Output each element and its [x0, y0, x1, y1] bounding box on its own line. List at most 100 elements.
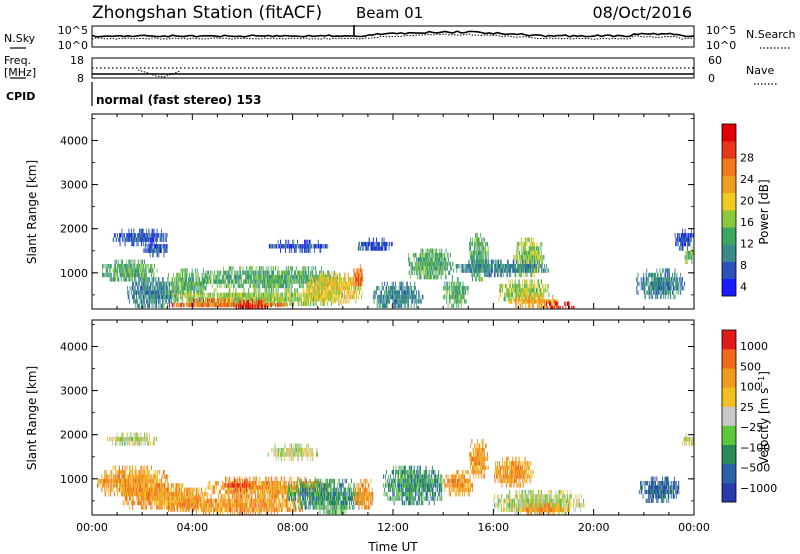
range-cell — [312, 297, 314, 302]
range-cell — [524, 283, 526, 289]
range-cell — [238, 304, 240, 309]
range-cell — [321, 292, 323, 298]
range-cell — [149, 299, 151, 304]
range-cell — [373, 294, 375, 300]
range-cell — [236, 304, 238, 309]
range-cell — [510, 279, 512, 284]
range-cell — [320, 248, 322, 253]
range-cell — [144, 290, 146, 295]
range-cell — [312, 281, 314, 286]
range-cell — [411, 270, 413, 275]
range-cell — [315, 290, 317, 295]
range-cell — [310, 281, 312, 286]
range-cell — [169, 290, 171, 295]
range-cell — [391, 286, 393, 291]
range-cell — [290, 279, 292, 284]
range-cell — [278, 244, 280, 249]
range-cell — [435, 257, 437, 262]
range-cell — [286, 297, 288, 302]
range-cell — [150, 244, 152, 249]
range-cell — [304, 248, 305, 253]
range-cell — [213, 298, 215, 303]
range-cell — [162, 281, 164, 286]
range-cell — [554, 301, 556, 306]
range-cell — [485, 259, 487, 264]
range-cell — [304, 244, 305, 249]
range-cell — [364, 241, 366, 247]
range-cell — [142, 272, 144, 278]
range-cell — [336, 297, 338, 302]
range-cell — [106, 478, 108, 484]
range-cell — [178, 290, 180, 295]
range-cell — [536, 299, 538, 304]
range-cell — [644, 290, 646, 295]
range-cell — [312, 288, 314, 293]
range-cell — [322, 301, 324, 306]
range-cell — [140, 237, 142, 242]
range-cell — [308, 270, 310, 275]
range-cell — [135, 303, 137, 308]
range-cell — [127, 436, 129, 442]
range-cell — [265, 270, 267, 275]
range-cell — [277, 279, 279, 284]
range-cell — [673, 290, 675, 295]
range-cell — [480, 268, 482, 273]
range-cell — [224, 279, 226, 284]
range-cell — [446, 257, 448, 262]
range-cell — [485, 264, 487, 269]
range-cell — [355, 290, 357, 295]
range-cell — [226, 302, 228, 308]
range-cell — [174, 277, 176, 282]
range-cell — [134, 277, 135, 282]
range-cell — [326, 281, 328, 286]
range-cell — [671, 277, 673, 282]
range-cell — [435, 261, 437, 267]
range-cell — [243, 304, 245, 309]
range-cell — [290, 292, 292, 298]
range-cell — [120, 441, 122, 446]
range-cell — [418, 266, 420, 271]
range-cell — [133, 233, 135, 238]
range-cell — [347, 272, 349, 278]
range-cell — [351, 290, 353, 295]
range-cell — [687, 241, 689, 247]
range-cell — [406, 290, 408, 295]
range-cell — [438, 257, 440, 262]
range-cell — [184, 290, 186, 295]
range-cell — [650, 272, 652, 278]
range-cell — [251, 266, 253, 271]
range-cell — [284, 288, 286, 293]
range-cell — [661, 277, 663, 282]
range-cell — [151, 228, 153, 234]
range-cell — [517, 297, 519, 302]
range-cell — [520, 292, 522, 297]
range-cell — [339, 290, 341, 295]
range-cell — [462, 290, 463, 295]
range-cell — [484, 259, 486, 264]
range-cell — [644, 294, 646, 300]
range-cell — [404, 290, 406, 295]
range-cell — [330, 277, 332, 282]
range-cell — [490, 264, 492, 269]
range-cell — [276, 292, 278, 298]
range-cell — [162, 233, 164, 238]
range-cell — [310, 281, 312, 286]
range-cell — [537, 250, 539, 256]
range-cell — [283, 244, 285, 249]
range-cell — [485, 250, 487, 256]
range-cell — [147, 237, 149, 242]
range-cell — [167, 290, 169, 295]
range-cell — [131, 441, 133, 446]
range-cell — [446, 281, 448, 286]
range-cell — [139, 228, 140, 234]
range-cell — [542, 255, 544, 260]
range-cell — [299, 270, 301, 275]
range-cell — [469, 268, 471, 273]
range-cell — [525, 283, 527, 289]
range-cell — [473, 246, 475, 251]
range-cell — [399, 303, 401, 308]
range-cell — [423, 275, 425, 280]
range-cell — [640, 277, 642, 282]
range-cell — [419, 257, 421, 262]
range-cell — [124, 237, 126, 242]
